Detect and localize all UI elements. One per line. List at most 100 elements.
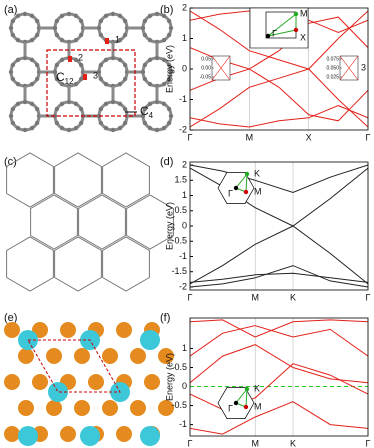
- atom: [154, 11, 160, 17]
- atom: [8, 113, 14, 119]
- atom: [59, 101, 65, 107]
- atom: [8, 69, 14, 75]
- band: [190, 164, 368, 194]
- atom: [147, 101, 153, 107]
- atom: [147, 37, 153, 43]
- atom: [73, 37, 79, 43]
- atom: [59, 57, 65, 63]
- atom-orange: [158, 348, 174, 364]
- bz-point: [293, 27, 299, 33]
- atom: [29, 81, 35, 87]
- atom: [98, 62, 104, 68]
- atom: [103, 125, 109, 131]
- atom: [140, 113, 146, 119]
- panel-label: (d): [160, 156, 173, 168]
- ring-symbol: C: [56, 70, 65, 84]
- bz-point: [293, 11, 299, 17]
- atom: [122, 106, 128, 112]
- atom-orange: [60, 322, 76, 338]
- atom: [54, 18, 60, 24]
- y-tick-label: 2: [182, 2, 187, 12]
- hexagon: [6, 152, 54, 208]
- hexagon: [6, 236, 54, 292]
- atom: [73, 57, 79, 63]
- x-tick-label: Γ: [366, 438, 371, 448]
- panel-label: (a): [4, 4, 17, 16]
- atom: [15, 37, 21, 43]
- zoom-tick-label: 0.025: [326, 74, 339, 80]
- zoom-tick-label: -0.05: [200, 74, 212, 80]
- ring-subscript: 4: [149, 111, 154, 120]
- atom: [52, 69, 58, 75]
- atom: [15, 13, 21, 19]
- atom: [10, 32, 16, 38]
- atom: [66, 99, 72, 105]
- atom: [22, 99, 28, 105]
- site-label: 1: [115, 34, 120, 44]
- y-tick-label: -2: [179, 281, 187, 291]
- atom: [154, 127, 160, 133]
- atom: [54, 120, 60, 126]
- atom-orange: [102, 400, 118, 416]
- bz-point: [243, 189, 249, 195]
- x-tick-label: M: [246, 132, 254, 142]
- band: [190, 272, 368, 283]
- zoom-bands: [339, 55, 359, 81]
- y-tick-label: -0.5: [171, 236, 187, 246]
- bz-label: M: [254, 186, 262, 196]
- atom: [29, 125, 35, 131]
- y-tick-label: 2: [182, 159, 187, 169]
- atom: [110, 55, 116, 61]
- y-tick-label: 1: [182, 190, 187, 200]
- atom: [140, 69, 146, 75]
- site-label: 3: [93, 70, 98, 80]
- atom: [22, 11, 28, 17]
- atom: [117, 57, 123, 63]
- x-tick-label: Γ: [188, 438, 193, 448]
- atom: [122, 62, 128, 68]
- atom: [117, 37, 123, 43]
- atom-orange: [74, 348, 90, 364]
- y-axis-label: Energy (eV): [164, 353, 174, 401]
- panel-label: (f): [160, 312, 170, 324]
- atom: [142, 120, 148, 126]
- atom: [154, 55, 160, 61]
- bz-box: [249, 7, 309, 49]
- atom: [54, 106, 60, 112]
- atom: [73, 13, 79, 19]
- ring-symbol: C: [140, 104, 149, 118]
- atom: [66, 127, 72, 133]
- atom-cyan: [140, 426, 160, 446]
- y-axis-label: Energy (eV): [164, 202, 174, 250]
- atom: [66, 11, 72, 17]
- bz-label: Γ: [228, 188, 233, 198]
- atom: [34, 106, 40, 112]
- atom: [110, 99, 116, 105]
- atom: [122, 120, 128, 126]
- atom: [98, 18, 104, 24]
- atom: [59, 81, 65, 87]
- atom-orange: [18, 400, 34, 416]
- atom: [22, 127, 28, 133]
- atom: [166, 76, 172, 82]
- atom: [140, 25, 146, 31]
- atom: [78, 76, 84, 82]
- atom: [117, 125, 123, 131]
- atom: [78, 106, 84, 112]
- plot-frame: [189, 161, 369, 291]
- bz-label: Γ: [228, 403, 233, 413]
- hexagon: [30, 194, 78, 250]
- zoom-tick-label: 0.075: [326, 56, 339, 62]
- atom: [166, 18, 172, 24]
- band: [190, 225, 368, 285]
- atom: [147, 13, 153, 19]
- atom-cyan: [48, 382, 68, 402]
- atom: [54, 32, 60, 38]
- atom: [59, 13, 65, 19]
- y-tick-label: 1: [182, 343, 187, 353]
- atom: [78, 32, 84, 38]
- band: [190, 344, 368, 384]
- atom: [168, 69, 174, 75]
- bz-point: [244, 171, 250, 177]
